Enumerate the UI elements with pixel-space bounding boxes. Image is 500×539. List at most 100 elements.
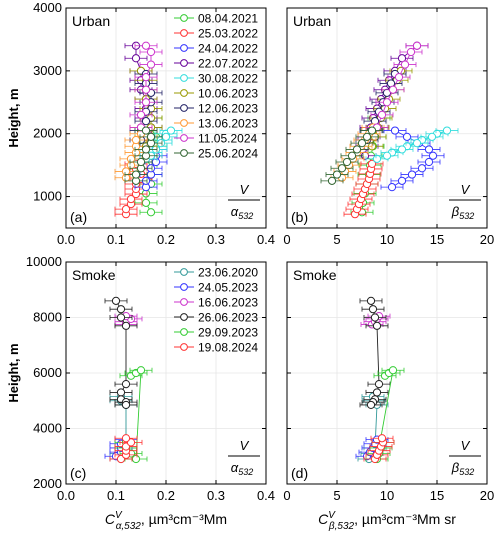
data-point	[131, 135, 141, 145]
data-point	[146, 47, 156, 57]
panel-a: 0.0 0.1 0.2 0.3 0.4 1000 2000 3000 4000 Height, m…	[6, 0, 275, 247]
data-point	[372, 388, 382, 397]
series-30.08.2022	[365, 126, 459, 163]
ratio-numerator: V	[240, 182, 250, 197]
data-point	[390, 126, 400, 135]
data-point	[342, 157, 352, 167]
data-point	[424, 145, 434, 154]
data-point	[370, 313, 380, 322]
panel-title: Smoke	[293, 267, 337, 283]
data-point	[131, 54, 141, 63]
series-11.05.2024	[129, 41, 163, 132]
legend: 08.04.202125.03.202224.04.202222.07.2022…	[174, 12, 258, 161]
x-tick-label: 0.0	[57, 488, 75, 503]
x-tick-label: 0.2	[157, 232, 175, 247]
data-point	[166, 126, 176, 135]
panel-label: (d)	[291, 465, 308, 481]
legend-marker	[180, 343, 188, 351]
x-tick-label: 15	[430, 488, 444, 503]
y-axis-label: Height, m	[6, 343, 21, 402]
data-point	[141, 198, 151, 207]
ratio-numerator: V	[461, 438, 471, 453]
data-point	[121, 321, 131, 330]
series-29.09.2023	[365, 366, 405, 464]
x-tick-label: 0	[283, 232, 290, 247]
data-point	[442, 126, 452, 135]
legend-marker	[180, 104, 188, 112]
data-point	[352, 145, 362, 154]
legend-label: 10.06.2023	[198, 87, 258, 101]
data-point	[136, 157, 146, 167]
data-point	[116, 313, 126, 322]
legend-label: 08.04.2021	[198, 12, 258, 26]
x-tick-label: 0	[283, 488, 290, 503]
y-tick-label: 3000	[33, 63, 62, 78]
data-point	[161, 132, 171, 141]
x-tick-label: 0.3	[207, 232, 225, 247]
series-26.06.2023	[359, 296, 391, 410]
data-point	[382, 151, 392, 160]
data-point	[121, 400, 131, 410]
data-point	[397, 176, 407, 185]
data-point	[126, 194, 136, 204]
y-tick-label: 4000	[33, 0, 62, 15]
data-point	[332, 170, 342, 179]
data-point	[121, 205, 131, 214]
ratio-denominator: α532	[231, 204, 253, 221]
data-point	[367, 159, 377, 168]
y-tick-label: 2000	[33, 126, 62, 141]
series-11.05.2024	[365, 41, 429, 132]
data-point	[366, 296, 376, 305]
legend-marker	[180, 283, 188, 291]
legend-marker	[180, 119, 188, 127]
legend-marker	[180, 298, 188, 306]
data-point	[377, 110, 387, 119]
data-point	[121, 167, 131, 176]
x-axis-label: CV α,532, µm³cm⁻³Mm	[105, 510, 227, 532]
legend-marker	[180, 134, 188, 142]
data-point	[362, 132, 372, 141]
legend-label: 22.07.2022	[198, 57, 258, 71]
x-tick-label: 0.4	[257, 488, 275, 503]
x-tick-label: 15	[430, 232, 444, 247]
data-point	[372, 321, 382, 330]
legend-marker	[180, 328, 188, 336]
data-point	[136, 110, 146, 119]
x-tick-label: 0.1	[107, 232, 125, 247]
y-tick-label: 8000	[33, 310, 62, 325]
data-point	[367, 126, 377, 135]
legend-label: 16.06.2023	[198, 296, 258, 310]
data-point	[412, 41, 422, 50]
data-point	[116, 305, 126, 314]
data-point	[400, 60, 410, 69]
data-point	[146, 132, 156, 141]
data-point	[347, 151, 357, 160]
legend-label: 13.06.2023	[198, 117, 258, 131]
series-25.06.2024	[320, 126, 384, 185]
legend-label: 24.04.2022	[198, 42, 258, 56]
x-tick-label: 5	[333, 232, 340, 247]
data-point	[126, 154, 136, 163]
series-25.03.2022	[343, 159, 384, 219]
legend-marker	[180, 89, 188, 97]
data-point	[327, 176, 337, 185]
legend: 23.06.202024.05.202316.06.202326.06.2023…	[174, 266, 258, 355]
series-19.08.2024	[363, 434, 395, 464]
data-point	[377, 434, 387, 443]
data-point	[357, 139, 367, 148]
legend-label: 25.03.2022	[198, 27, 258, 41]
data-point	[402, 132, 412, 141]
legend-marker	[180, 313, 188, 321]
legend-label: 26.06.2023	[198, 311, 258, 325]
ratio-numerator: V	[240, 438, 250, 453]
data-point	[387, 183, 397, 192]
data-point	[397, 145, 407, 154]
panel-title: Urban	[293, 13, 331, 29]
data-point	[136, 366, 146, 375]
data-point	[141, 41, 151, 50]
ratio-numerator: V	[461, 182, 471, 197]
data-point	[388, 85, 398, 94]
y-tick-label: 2000	[33, 476, 62, 491]
data-point	[146, 60, 156, 69]
